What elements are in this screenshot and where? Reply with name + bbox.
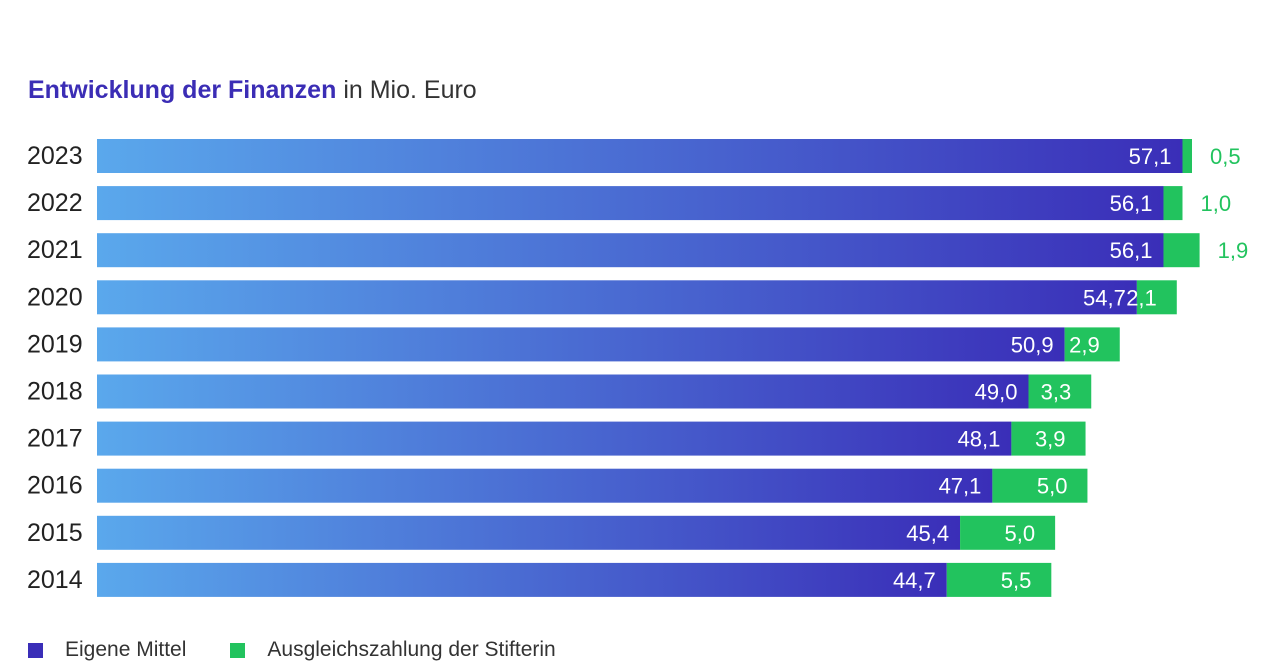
data-label-ausgleichszahlung-2016: 5,0 bbox=[1037, 474, 1068, 499]
data-label-ausgleichszahlung-2023: 0,5 bbox=[1210, 144, 1241, 169]
bar-ausgleichszahlung-2018 bbox=[1028, 374, 1092, 409]
data-label-eigene-mittel-2017: 48,1 bbox=[958, 427, 1001, 452]
data-label-eigene-mittel-2019: 50,9 bbox=[1011, 332, 1054, 357]
bar-ausgleichszahlung-2016 bbox=[992, 468, 1088, 503]
bar-ausgleichszahlung-2017 bbox=[1011, 421, 1086, 456]
legend-swatch-ausgleichszahlung bbox=[230, 642, 246, 658]
tick-label-2023: 2023 bbox=[27, 142, 83, 170]
data-label-ausgleichszahlung-2019: 2,9 bbox=[1069, 332, 1100, 357]
data-label-eigene-mittel-2023: 57,1 bbox=[1129, 144, 1172, 169]
bar-ausgleichszahlung-2019 bbox=[1064, 327, 1120, 362]
tick-label-2018: 2018 bbox=[27, 378, 83, 406]
bar-eigene-mittel-2015 bbox=[97, 515, 961, 550]
bar-ausgleichszahlung-2020 bbox=[1136, 280, 1177, 315]
legend-label-ausgleichszahlung: Ausgleichszahlung der Stifterin bbox=[267, 638, 556, 661]
bar-ausgleichszahlung-2021 bbox=[1163, 233, 1200, 268]
bar-ausgleichszahlung-2015 bbox=[960, 515, 1056, 550]
data-label-ausgleichszahlung-2021: 1,9 bbox=[1218, 238, 1249, 263]
chart-title: Entwicklung der Finanzen in Mio. Euro bbox=[28, 76, 477, 105]
bar-ausgleichszahlung-2023 bbox=[1182, 139, 1192, 173]
data-label-ausgleichszahlung-2018: 3,3 bbox=[1041, 380, 1072, 405]
data-label-ausgleichszahlung-2022: 1,0 bbox=[1200, 191, 1231, 216]
tick-label-2014: 2014 bbox=[27, 566, 83, 594]
legend-label-eigene-mittel: Eigene Mittel bbox=[65, 638, 187, 661]
legend-item-eigene-mittel: Eigene Mittel bbox=[28, 638, 186, 662]
data-label-ausgleichszahlung-2017: 3,9 bbox=[1035, 427, 1066, 452]
data-label-eigene-mittel-2020: 54,7 bbox=[1083, 285, 1126, 310]
chart-subtitle: in Mio. Euro bbox=[343, 76, 477, 104]
tick-label-2017: 2017 bbox=[27, 425, 83, 453]
tick-label-2020: 2020 bbox=[27, 283, 83, 311]
tick-label-2021: 2021 bbox=[27, 236, 83, 264]
bar-eigene-mittel-2014 bbox=[97, 562, 947, 597]
data-label-eigene-mittel-2016: 47,1 bbox=[939, 474, 982, 499]
legend: Eigene Mittel Ausgleichszahlung der Stif… bbox=[28, 638, 600, 662]
data-label-eigene-mittel-2022: 56,1 bbox=[1110, 191, 1153, 216]
tick-label-2015: 2015 bbox=[27, 519, 83, 547]
legend-item-ausgleichszahlung: Ausgleichszahlung der Stifterin bbox=[230, 638, 556, 662]
bar-eigene-mittel-2017 bbox=[97, 421, 1012, 456]
bar-ausgleichszahlung-2014 bbox=[946, 562, 1052, 597]
tick-label-2016: 2016 bbox=[27, 472, 83, 500]
data-label-ausgleichszahlung-2015: 5,0 bbox=[1005, 521, 1036, 546]
tick-label-2019: 2019 bbox=[27, 330, 83, 358]
bar-eigene-mittel-2020 bbox=[97, 280, 1137, 315]
bar-eigene-mittel-2018 bbox=[97, 374, 1029, 409]
data-label-eigene-mittel-2018: 49,0 bbox=[975, 380, 1018, 405]
bar-eigene-mittel-2022 bbox=[97, 186, 1164, 221]
data-label-ausgleichszahlung-2020: 2,1 bbox=[1126, 285, 1157, 310]
bar-ausgleichszahlung-2022 bbox=[1163, 186, 1183, 221]
bar-eigene-mittel-2023 bbox=[97, 139, 1183, 173]
chart-title-main: Entwicklung der Finanzen bbox=[28, 76, 337, 104]
bar-eigene-mittel-2021 bbox=[97, 233, 1164, 268]
bar-chart: 2023 57,1 0,5 2022 56,1 1,0 2021 56,1 1,9 2020 54,… bbox=[27, 139, 1249, 597]
bar-eigene-mittel-2019 bbox=[97, 327, 1065, 362]
legend-swatch-eigene-mittel bbox=[28, 642, 43, 658]
data-label-eigene-mittel-2014: 44,7 bbox=[893, 568, 936, 593]
tick-label-2022: 2022 bbox=[27, 189, 83, 217]
data-label-eigene-mittel-2015: 45,4 bbox=[906, 521, 949, 546]
data-label-ausgleichszahlung-2014: 5,5 bbox=[1001, 568, 1032, 593]
data-label-eigene-mittel-2021: 56,1 bbox=[1110, 238, 1153, 263]
bar-eigene-mittel-2016 bbox=[97, 468, 993, 503]
